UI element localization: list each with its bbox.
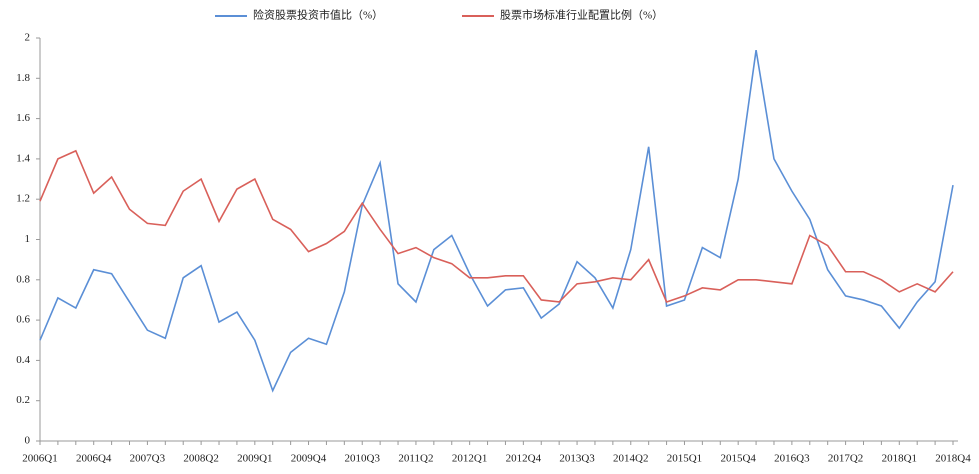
x-tick-label: 2012Q1 — [452, 453, 487, 465]
y-tick-label: 1 — [25, 233, 31, 245]
series-line — [39, 149, 954, 303]
x-tick-label: 2010Q3 — [345, 453, 381, 465]
x-tick-label: 2007Q3 — [130, 453, 166, 465]
x-tick-label: 2014Q2 — [613, 453, 648, 465]
x-tick-label: 2018Q4 — [935, 453, 971, 465]
x-tick-label: 2009Q1 — [237, 453, 272, 465]
x-tick-label: 2008Q2 — [183, 453, 218, 465]
legend-label: 股票市场标准行业配置比例（%） — [500, 8, 663, 22]
y-tick-label: 0.2 — [16, 394, 30, 406]
y-tick-label: 0.4 — [16, 354, 30, 366]
x-tick-label: 2015Q4 — [720, 453, 756, 465]
legend-label: 险资股票投资市值比（%） — [253, 8, 383, 22]
y-tick-label: 0.6 — [16, 314, 30, 326]
y-tick-label: 2 — [25, 32, 31, 44]
x-tick-label: 2016Q3 — [774, 453, 810, 465]
x-tick-label: 2018Q1 — [882, 453, 917, 465]
y-tick-label: 0.8 — [16, 273, 30, 285]
x-tick-label: 2017Q2 — [828, 453, 863, 465]
series-line — [39, 49, 954, 393]
x-tick-label: 2013Q3 — [559, 453, 595, 465]
x-tick-label: 2011Q2 — [398, 453, 433, 465]
y-tick-label: 1.8 — [16, 72, 30, 84]
y-tick-label: 1.2 — [16, 193, 30, 205]
x-tick-label: 2009Q4 — [291, 453, 327, 465]
x-tick-label: 2006Q4 — [76, 453, 112, 465]
x-tick-label: 2015Q1 — [667, 453, 702, 465]
x-tick-label: 2012Q4 — [506, 453, 542, 465]
x-tick-label: 2006Q1 — [22, 453, 57, 465]
y-tick-label: 0 — [25, 435, 31, 447]
y-tick-label: 1.4 — [16, 152, 30, 164]
y-tick-label: 1.6 — [16, 112, 30, 124]
